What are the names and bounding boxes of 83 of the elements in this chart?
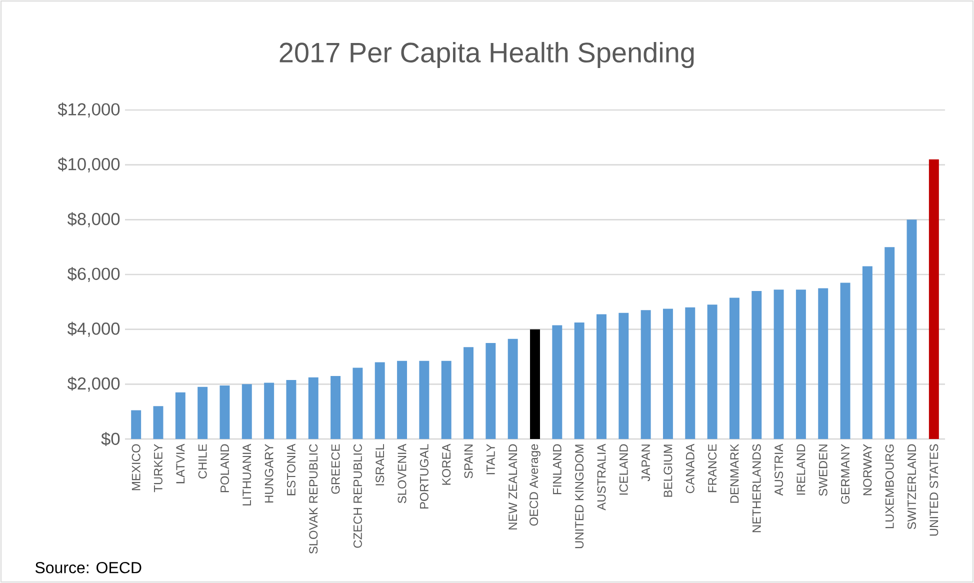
bar: [906, 220, 917, 439]
x-tick-label: PORTUGAL: [420, 444, 428, 509]
x-tick-label: ICELAND: [619, 444, 628, 495]
x-tick-label: CANADA: [686, 444, 694, 494]
x-tick-label: AUSTRIA: [774, 444, 784, 496]
x-tick-label: NEW ZEALAND: [508, 444, 517, 530]
x-tick-label: IRELAND: [796, 444, 806, 495]
x-tick-label: MEXICO: [132, 444, 140, 490]
x-tick-label: DENMARK: [730, 444, 739, 503]
bar: [441, 360, 452, 439]
bar: [308, 377, 318, 439]
bar: [352, 368, 363, 439]
x-tick-label: NETHERLANDS: [752, 444, 761, 532]
y-tick-label: $12,000: [58, 102, 120, 118]
y-tick-label: $2,000: [67, 376, 120, 392]
bar: [662, 308, 673, 439]
x-tick-label: SLOVAK REPUBLIC: [309, 444, 318, 554]
y-tick-label: $6,000: [67, 266, 120, 282]
x-tick-label: SPAIN: [464, 444, 473, 478]
bar: [707, 304, 718, 439]
x-tick-label: UNITED KINGDOM: [575, 444, 584, 548]
bar: [374, 362, 385, 439]
bar: [220, 386, 230, 439]
x-tick-label: SLOVENIA: [398, 444, 406, 504]
bar: [242, 384, 252, 439]
bar: [131, 410, 142, 439]
x-tick-label: FRANCE: [708, 444, 717, 492]
x-tick-label: ESTONIA: [286, 444, 296, 496]
x-tick-label: POLAND: [220, 444, 229, 492]
y-tick-label: $0: [101, 432, 120, 446]
x-tick-label: GREECE: [331, 444, 340, 494]
bar: [729, 298, 740, 439]
x-tick-label: SWEDEN: [818, 444, 828, 496]
y-tick-label: $8,000: [67, 212, 120, 228]
y-tick-label: $4,000: [67, 322, 120, 337]
bar: [818, 288, 828, 439]
bar: [153, 406, 164, 439]
bar: [774, 290, 784, 439]
x-tick-label: AUSTRALIA: [597, 444, 606, 510]
x-tick-label: SWITZERLAND: [908, 444, 916, 530]
source-note: Source: OECD: [35, 562, 142, 574]
x-tick-label: TURKEY: [154, 444, 162, 492]
bar: [862, 266, 872, 439]
bar: [175, 392, 186, 439]
x-tick-label: ISRAEL: [376, 444, 384, 486]
bar: [884, 247, 895, 439]
x-tick-label: LUXEMBOURG: [885, 444, 894, 528]
x-tick-label: CZECH REPUBLIC: [353, 444, 362, 548]
x-tick-label: KOREA: [442, 444, 451, 485]
bar: [640, 310, 651, 439]
x-tick-label: LITHUANIA: [242, 444, 252, 506]
bar: [486, 343, 496, 439]
bar: [464, 347, 474, 439]
x-tick-label: BELGIUM: [664, 444, 672, 497]
x-tick-label: ITALY: [486, 444, 495, 474]
bar: [574, 322, 584, 439]
x-tick-label: LATVIA: [176, 444, 185, 484]
bar: [552, 325, 562, 439]
x-tick-label: OECD Average: [530, 444, 540, 526]
x-tick-label: FINLAND: [553, 444, 562, 494]
bar: [796, 290, 806, 439]
x-tick-label: GERMANY: [841, 444, 850, 504]
x-tick-label: CHILE: [198, 444, 207, 478]
x-tick-label: NORWAY: [863, 444, 872, 496]
bar: [397, 360, 408, 439]
bar: [530, 329, 540, 439]
bar: [419, 360, 430, 439]
x-tick-label: HUNGARY: [264, 444, 274, 503]
bar: [685, 307, 696, 439]
bar: [618, 312, 629, 439]
y-tick-label: $10,000: [58, 157, 120, 172]
bar: [264, 382, 274, 439]
chart-title: 2017 Per Capita Health Spending: [280, 42, 694, 68]
bar: [508, 338, 518, 439]
x-tick-label: UNITED STATES: [930, 444, 938, 536]
x-tick-label: JAPAN: [642, 444, 650, 482]
bar: [330, 376, 341, 439]
bar: [198, 386, 208, 439]
bar: [840, 282, 850, 439]
bar: [752, 290, 762, 439]
bar: [596, 314, 606, 439]
bar: [928, 159, 939, 439]
bar: [286, 380, 296, 439]
